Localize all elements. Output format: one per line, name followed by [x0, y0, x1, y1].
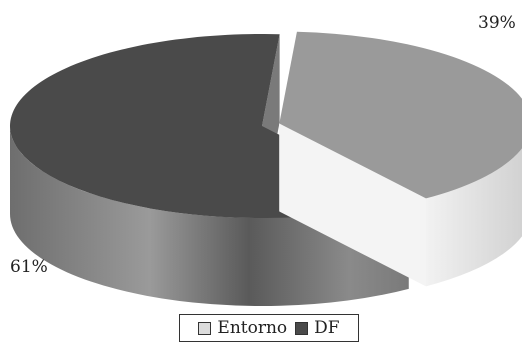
slice-entorno-side [425, 148, 522, 287]
chart-legend: Entorno DF [179, 314, 359, 342]
legend-item-df: DF [295, 318, 340, 338]
legend-item-entorno: Entorno [198, 318, 287, 338]
legend-swatch-df [295, 321, 309, 335]
slice-entorno [279, 31, 522, 199]
slice-df-side [10, 126, 409, 307]
legend-label-entorno: Entorno [217, 318, 288, 338]
label-entorno-pct: 39% [478, 13, 516, 33]
legend-swatch-entorno [198, 321, 212, 335]
label-df-pct: 61% [10, 257, 48, 277]
legend-label-df: DF [314, 318, 340, 338]
slice-entorno-wall-1 [279, 123, 426, 287]
